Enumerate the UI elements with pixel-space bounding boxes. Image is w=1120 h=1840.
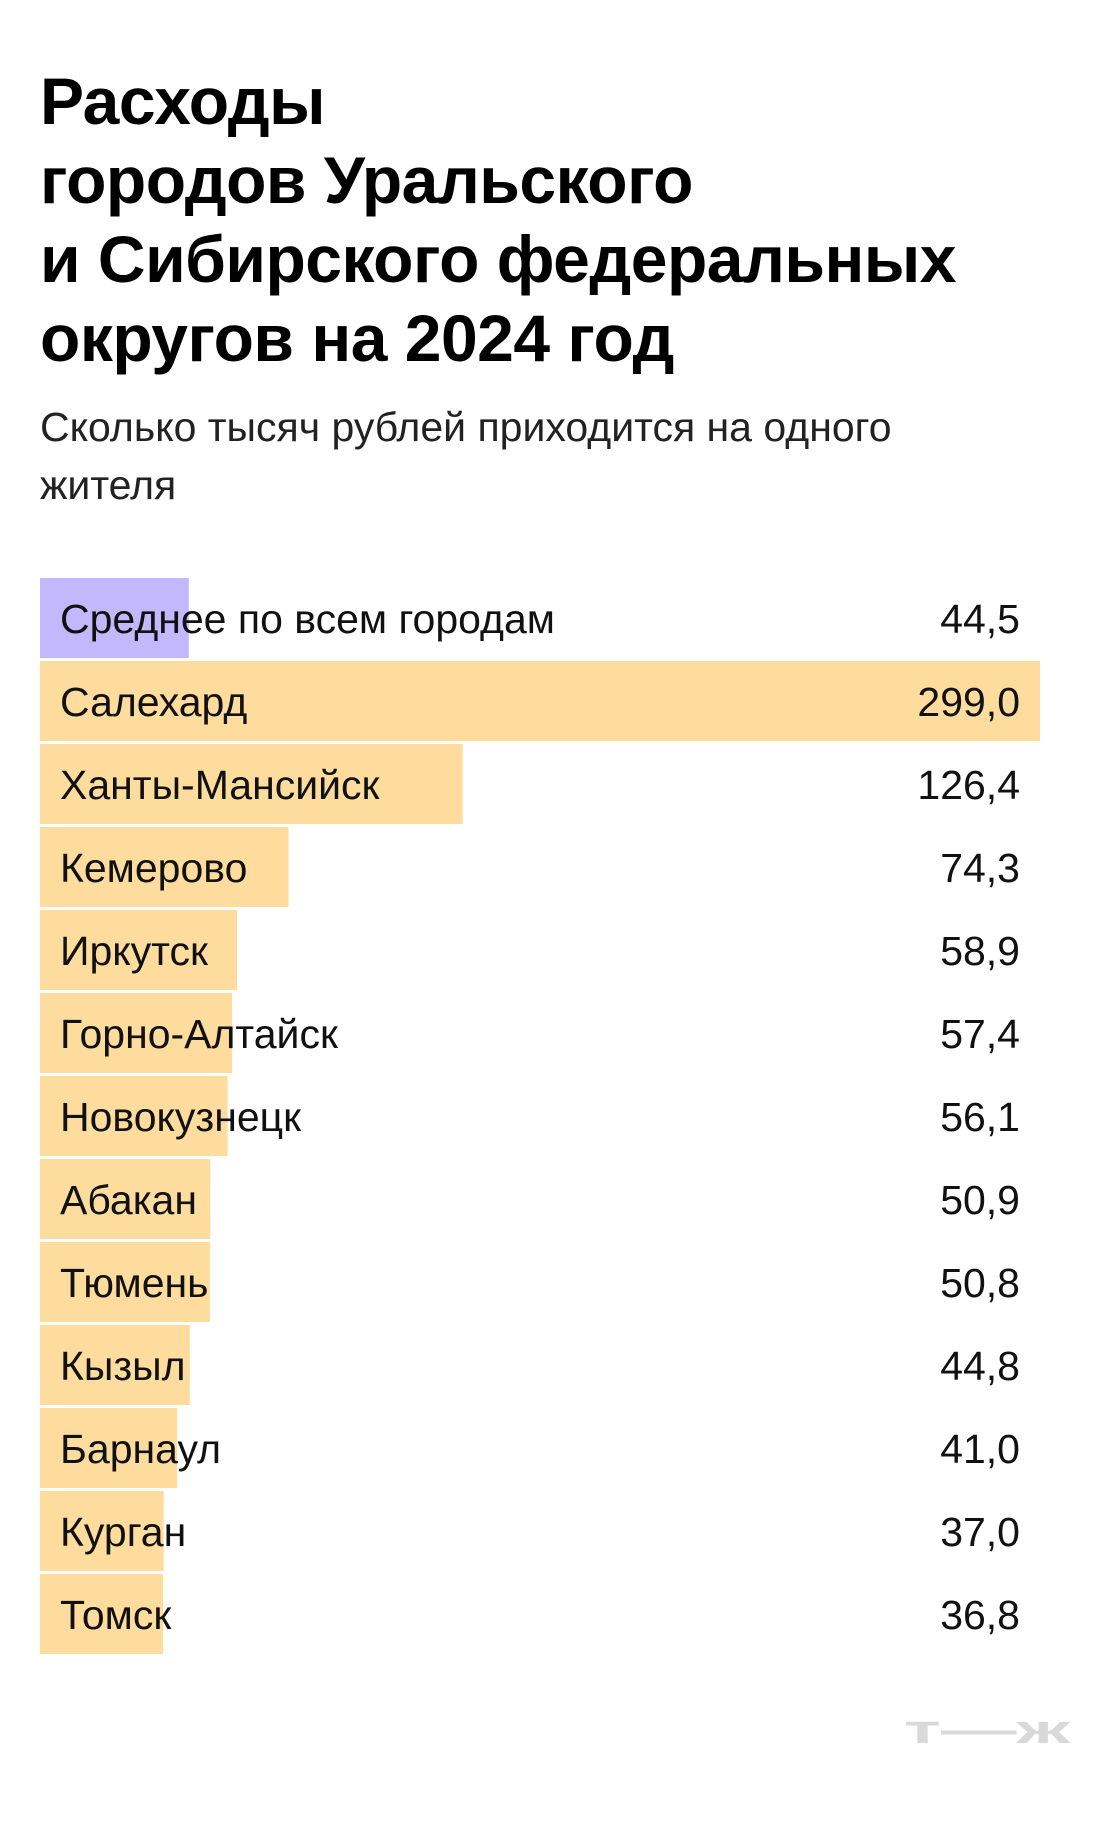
bar	[40, 744, 463, 824]
category-label: Горно-Алтайск	[60, 1011, 339, 1057]
category-label: Курган	[60, 1509, 186, 1555]
value-label: 44,8	[940, 1343, 1020, 1389]
value-label: 126,4	[917, 762, 1020, 808]
bar	[40, 1076, 228, 1156]
value-label: 50,9	[940, 1177, 1020, 1223]
bar	[40, 1325, 190, 1405]
value-label: 44,5	[940, 596, 1020, 642]
bar-average	[40, 578, 189, 658]
logo-text: т—ж	[904, 1710, 1071, 1750]
value-label: 299,0	[917, 679, 1020, 725]
category-label: Тюмень	[60, 1260, 209, 1306]
bar	[40, 1242, 210, 1322]
value-label: 41,0	[940, 1426, 1020, 1472]
value-label: 58,9	[940, 928, 1020, 974]
bar	[40, 910, 237, 990]
category-label: Среднее по всем городам	[60, 596, 555, 642]
category-label: Новокузнецк	[60, 1094, 302, 1140]
bar	[40, 1408, 178, 1488]
category-label: Кемерово	[60, 845, 247, 891]
bar	[40, 827, 289, 907]
value-label: 74,3	[940, 845, 1020, 891]
chart-title-line: округов на 2024 год	[40, 301, 674, 375]
category-label: Томск	[60, 1592, 172, 1638]
tzh-logo: т—ж	[904, 1710, 1071, 1750]
chart-title-line: Расходы	[40, 64, 325, 138]
bar	[40, 1491, 164, 1571]
bar-chart: Среднее по всем городам 44,5 Салехард 299,0…	[40, 578, 1040, 1654]
bar	[40, 1159, 211, 1239]
category-label: Кызыл	[60, 1343, 186, 1389]
chart-title-line: городов Уральского	[40, 143, 694, 217]
chart-subtitle-line: жителя	[40, 462, 177, 508]
category-label: Салехард	[60, 679, 247, 725]
category-label: Иркутск	[60, 928, 209, 974]
category-label: Ханты-Мансийск	[60, 762, 381, 808]
value-label: 36,8	[940, 1592, 1020, 1638]
bar	[40, 661, 1040, 741]
chart-subtitle-line: Сколько тысяч рублей приходится на одног…	[40, 404, 892, 450]
chart-title-line: и Сибирского федеральных	[40, 222, 956, 296]
chart-title: Расходы городов Уральского и Сибирского …	[40, 62, 1040, 378]
value-label: 57,4	[940, 1011, 1020, 1057]
value-label: 37,0	[940, 1509, 1020, 1555]
chart-subtitle: Сколько тысяч рублей приходится на одног…	[40, 398, 1020, 514]
bar	[40, 1574, 164, 1654]
value-label: 50,8	[940, 1260, 1020, 1306]
bar	[40, 993, 232, 1073]
category-label: Абакан	[60, 1177, 197, 1223]
value-label: 56,1	[940, 1094, 1020, 1140]
category-label: Барнаул	[60, 1426, 221, 1472]
